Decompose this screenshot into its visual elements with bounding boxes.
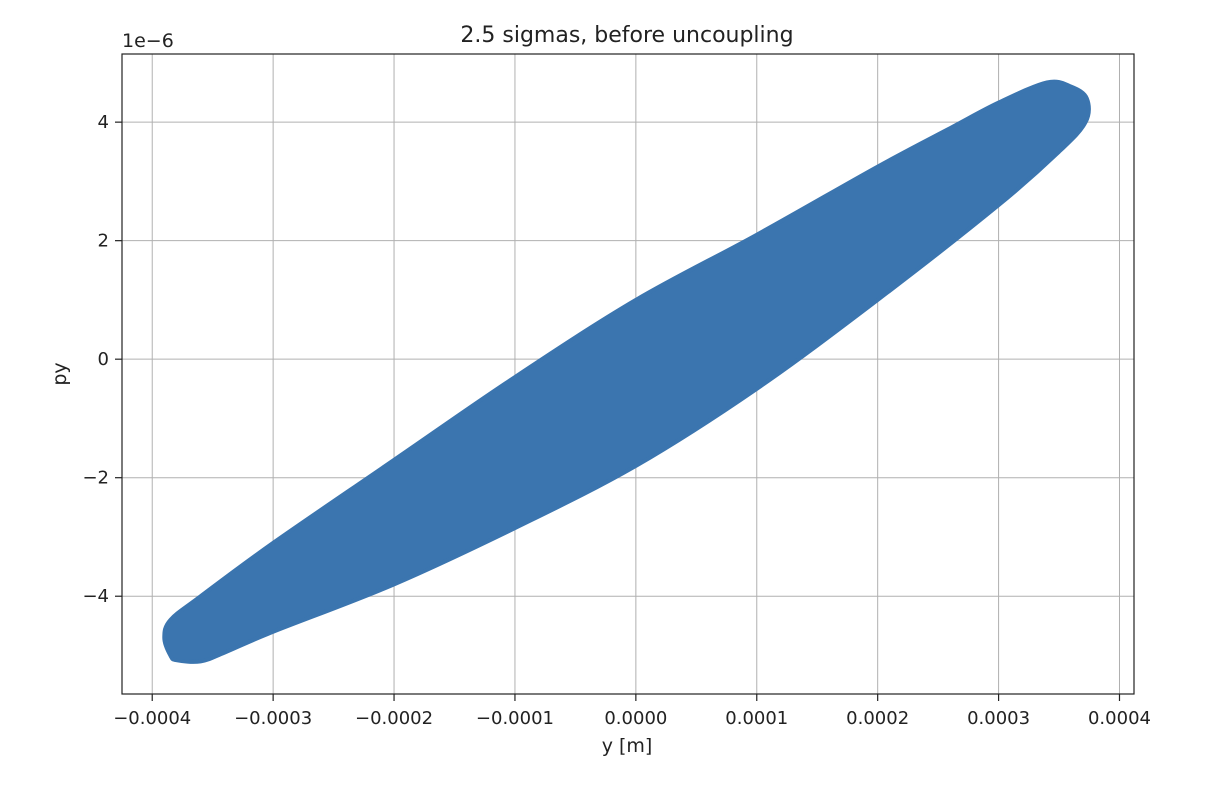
y-tick-label: −2 <box>82 468 109 489</box>
y-tick-label: 2 <box>98 231 109 252</box>
x-tick-label: 0.0004 <box>1088 708 1151 729</box>
y-tick-label: 4 <box>98 112 109 133</box>
x-tick-label: 0.0000 <box>604 708 667 729</box>
x-tick-label: 0.0001 <box>725 708 788 729</box>
x-tick-label: −0.0002 <box>355 708 433 729</box>
y-tick-label: −4 <box>82 586 109 607</box>
x-tick-label: 0.0002 <box>846 708 909 729</box>
x-tick-label: −0.0003 <box>234 708 312 729</box>
x-tick-label: 0.0003 <box>967 708 1030 729</box>
data-layer <box>162 79 1091 664</box>
ticks: −0.0004 −0.0003 −0.0002 −0.0001 0.0000 0.0001… <box>82 112 1151 729</box>
x-axis-label: y [m] <box>602 735 653 757</box>
y-tick-label: 0 <box>98 349 109 370</box>
y-offset-label: 1e−6 <box>122 30 174 52</box>
x-tick-label: −0.0001 <box>476 708 554 729</box>
scatter-point-cloud <box>162 79 1091 664</box>
chart-title: 2.5 sigmas, before uncoupling <box>460 23 793 48</box>
y-axis-label: py <box>49 362 71 385</box>
plot-frame <box>121 53 1135 695</box>
x-tick-label: −0.0004 <box>113 708 191 729</box>
